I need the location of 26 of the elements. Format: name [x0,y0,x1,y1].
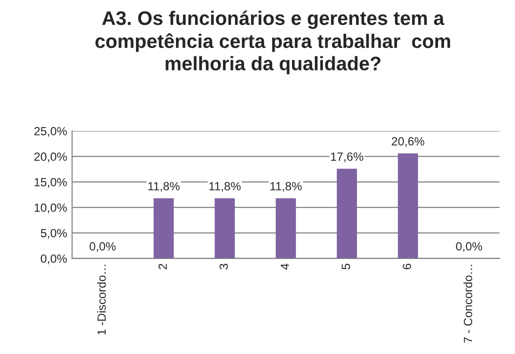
y-tick-label: 0,0% [40,254,67,264]
data-label: 17,6% [331,152,364,162]
bar [398,153,418,258]
y-tick-label: 25,0% [34,127,67,137]
data-label: 0,0% [456,242,482,252]
data-label: 11,8% [209,182,241,192]
x-tick-label: 7 - Concordo… [464,264,472,343]
bar [276,198,296,258]
data-label: 0,0% [90,242,116,252]
chart-title: A3. Os funcionários e gerentes tem a competência certa para trabalhar com melhoria da qualidade? [95,10,450,74]
y-tick-label: 5,0% [40,228,67,239]
data-label: 20,6% [392,137,424,147]
bar [154,198,174,258]
bar [336,168,357,258]
bar [214,198,235,258]
y-tick-label: 10,0% [34,203,67,214]
x-tick-label: 5 [342,264,350,270]
x-tick-label: 6 [402,264,412,270]
data-label: 11,8% [148,182,180,192]
x-tick-label: 4 [280,264,289,270]
x-tick-label: 2 [158,264,167,270]
y-tick-label: 15,0% [34,178,67,188]
y-tick-label: 20,0% [34,152,67,162]
data-label: 11,8% [270,182,302,192]
x-tick-label: 1 -Discordo… [97,264,106,335]
x-tick-label: 3 [220,264,228,270]
